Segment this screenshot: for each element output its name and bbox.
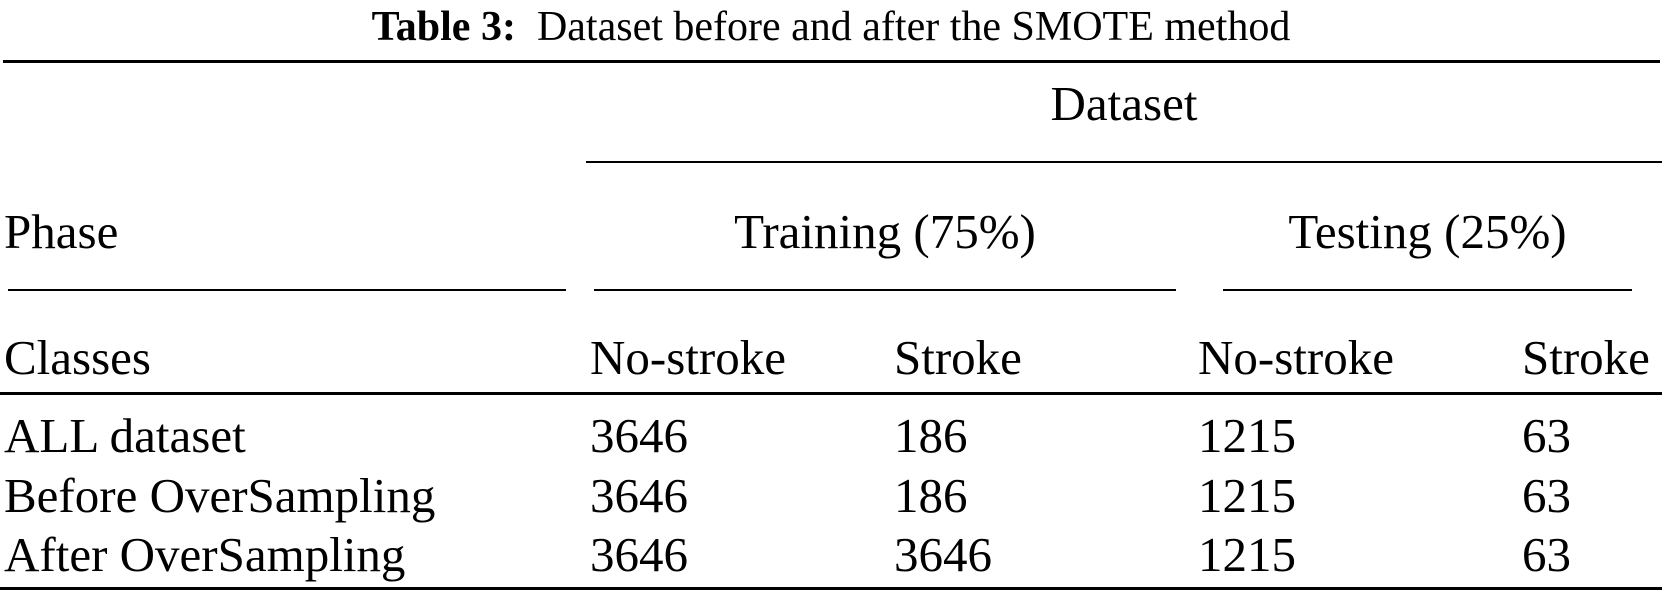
column-header-training-stroke: Stroke xyxy=(894,330,1022,385)
classes-header: Classes xyxy=(4,330,151,385)
top-rule xyxy=(3,60,1660,63)
row-label: After OverSampling xyxy=(4,527,406,582)
cell-value: 1215 xyxy=(1198,408,1296,463)
column-header-training-no-stroke: No-stroke xyxy=(590,330,786,385)
cell-value: 3646 xyxy=(590,408,688,463)
testing-column-header: Testing (25%) xyxy=(1288,204,1567,259)
cell-value: 3646 xyxy=(590,527,688,582)
dataset-group-header: Dataset xyxy=(1050,76,1198,131)
cell-value: 3646 xyxy=(894,527,992,582)
column-header-testing-no-stroke: No-stroke xyxy=(1198,330,1394,385)
row-label: Before OverSampling xyxy=(4,468,436,523)
cell-value: 186 xyxy=(894,408,968,463)
cell-value: 186 xyxy=(894,468,968,523)
dataset-group-rule xyxy=(586,161,1662,163)
column-header-testing-stroke: Stroke xyxy=(1522,330,1650,385)
testing-underline-rule xyxy=(1223,289,1632,291)
table-caption-text: Dataset before and after the SMOTE metho… xyxy=(536,4,1291,50)
bottom-rule xyxy=(0,587,1662,590)
table-caption-title xyxy=(526,4,537,50)
cell-value: 63 xyxy=(1522,408,1571,463)
cell-value: 63 xyxy=(1522,468,1571,523)
phase-underline-rule xyxy=(8,289,566,291)
training-underline-rule xyxy=(594,289,1176,291)
cell-value: 63 xyxy=(1522,527,1571,582)
cell-value: 3646 xyxy=(590,468,688,523)
row-label: ALL dataset xyxy=(4,408,246,463)
table-caption-number: Table 3: xyxy=(371,4,516,50)
cell-value: 1215 xyxy=(1198,468,1296,523)
cell-value: 1215 xyxy=(1198,527,1296,582)
phase-header: Phase xyxy=(4,204,119,259)
table-caption: Table 3: Dataset before and after the SM… xyxy=(0,2,1662,52)
training-column-header: Training (75%) xyxy=(734,204,1036,259)
header-body-rule xyxy=(0,392,1662,395)
